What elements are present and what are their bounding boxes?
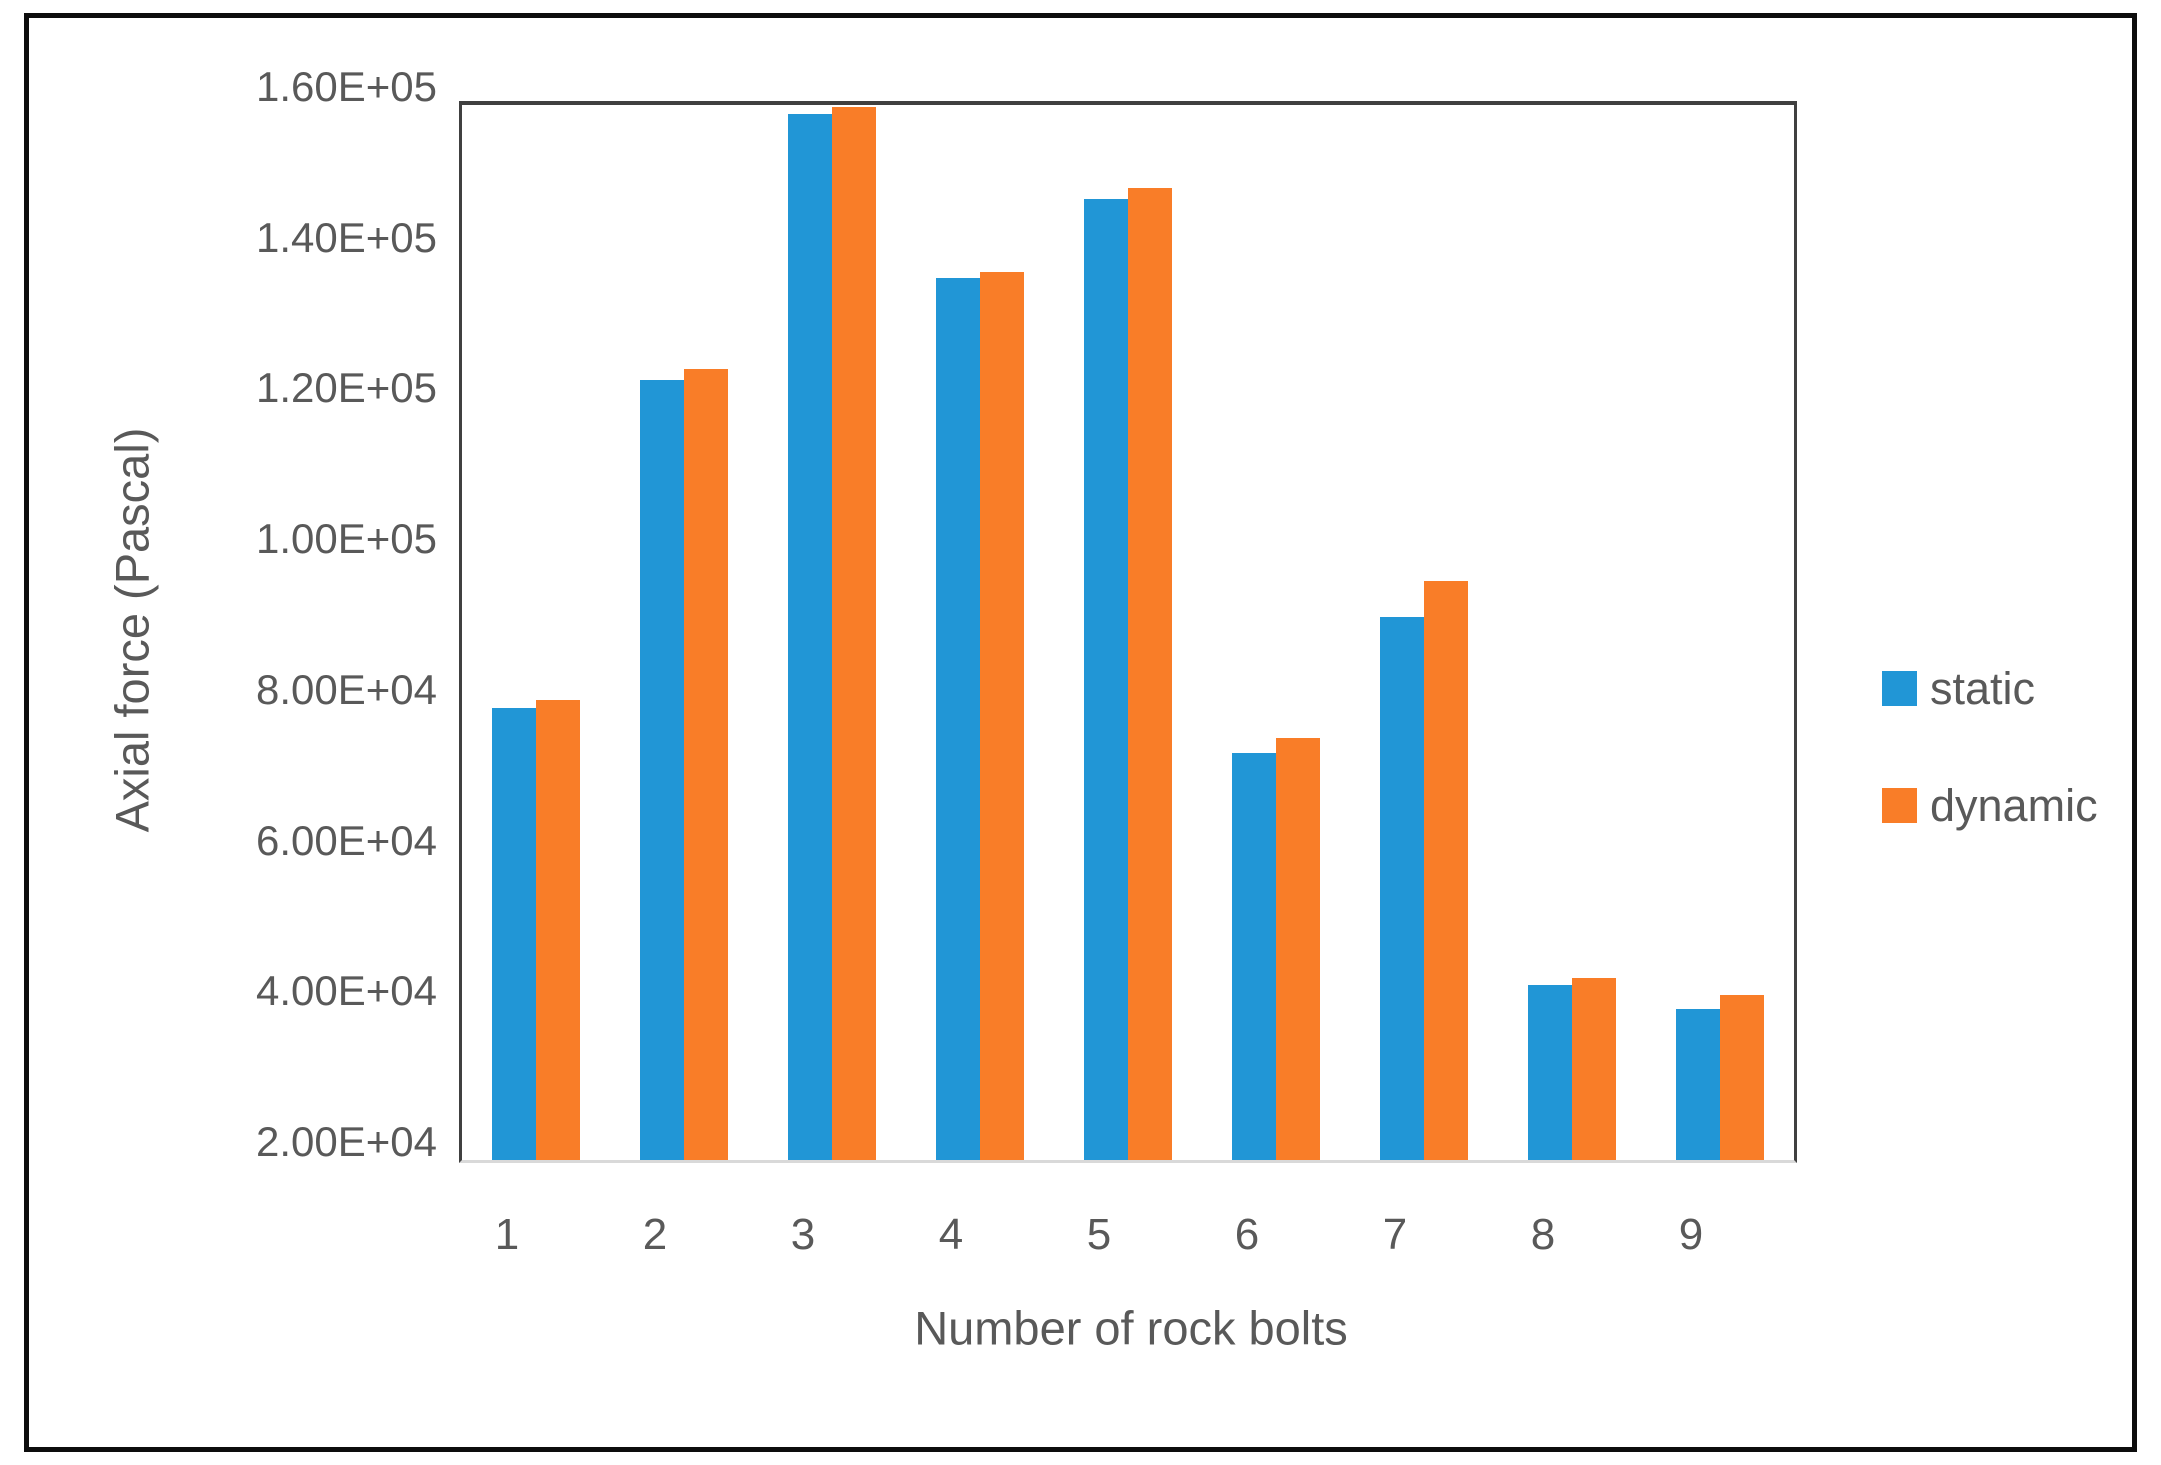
legend-item-static: static	[1882, 666, 2098, 711]
y-tick-label: 2.00E+04	[255, 1118, 437, 1165]
bar-static-4	[936, 278, 980, 1160]
bar-dynamic-9	[1720, 994, 1764, 1160]
x-tick-label: 6	[1234, 1210, 1260, 1259]
legend-swatch-dynamic	[1882, 788, 1917, 823]
bar-static-3	[788, 114, 832, 1160]
figure-frame: Axial force (Pascal) Number of rock bolt…	[24, 13, 2137, 1452]
legend-label-static: static	[1930, 663, 2036, 714]
bar-static-8	[1528, 985, 1572, 1160]
y-tick-label: 6.00E+04	[255, 816, 437, 864]
y-tick-label: 4.00E+04	[255, 967, 437, 1015]
bar-dynamic-3	[832, 106, 876, 1160]
x-tick-label: 5	[1086, 1210, 1112, 1259]
x-tick-label: 3	[790, 1210, 816, 1259]
bar-static-6	[1232, 753, 1276, 1160]
x-tick-label: 1	[494, 1210, 520, 1259]
x-axis-title: Number of rock bolts	[914, 1301, 1348, 1355]
legend-label-dynamic: dynamic	[1930, 780, 2098, 831]
bar-dynamic-1	[536, 700, 580, 1160]
bar-static-5	[1084, 199, 1128, 1160]
y-axis-title: Axial force (Pascal)	[105, 427, 159, 833]
bar-dynamic-4	[980, 272, 1024, 1160]
bar-static-1	[492, 707, 536, 1160]
bar-dynamic-6	[1276, 738, 1320, 1160]
bar-dynamic-2	[684, 368, 728, 1160]
legend-swatch-static	[1882, 671, 1917, 706]
legend-item-dynamic: dynamic	[1882, 783, 2098, 828]
x-tick-label: 9	[1678, 1210, 1704, 1259]
bar-static-7	[1380, 617, 1424, 1160]
y-tick-label: 1.60E+05	[255, 63, 437, 110]
plot-area	[459, 101, 1797, 1163]
x-tick-label: 7	[1382, 1210, 1408, 1259]
x-tick-label: 2	[642, 1210, 668, 1259]
bar-static-9	[1676, 1009, 1720, 1160]
bar-static-2	[640, 380, 684, 1160]
bar-dynamic-7	[1424, 580, 1468, 1160]
bar-dynamic-5	[1128, 187, 1172, 1160]
y-tick-label: 8.00E+04	[255, 665, 437, 713]
x-tick-label: 8	[1530, 1210, 1556, 1259]
y-tick-label: 1.40E+05	[255, 213, 437, 261]
x-tick-label: 4	[938, 1210, 964, 1259]
chart-legend: static dynamic	[1882, 666, 2098, 900]
y-tick-label: 1.00E+05	[255, 515, 437, 563]
y-tick-label: 1.20E+05	[255, 364, 437, 412]
bar-dynamic-8	[1572, 977, 1616, 1160]
